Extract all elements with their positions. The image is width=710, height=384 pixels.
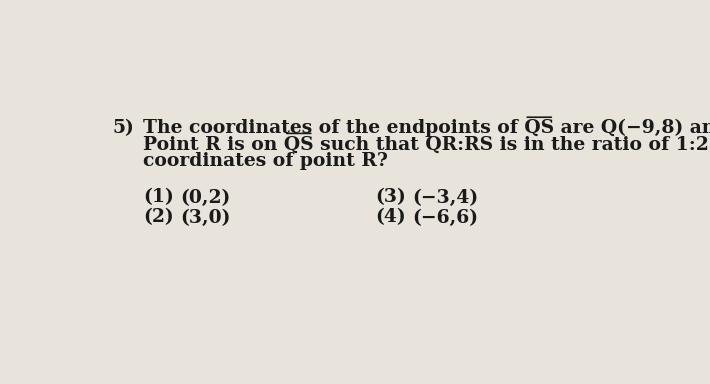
Text: Point R is on: Point R is on (143, 136, 284, 153)
Text: The coordinates of the endpoints of QS are Q(−9,8) and S(9,−4).: The coordinates of the endpoints of QS a… (143, 119, 710, 137)
Text: (1): (1) (143, 189, 174, 207)
Text: (2): (2) (143, 209, 174, 227)
Text: (3): (3) (376, 189, 406, 207)
Text: (4): (4) (376, 209, 406, 227)
Text: (−6,6): (−6,6) (413, 209, 479, 227)
Text: QS: QS (89, 342, 119, 360)
Text: 5): 5) (112, 119, 133, 137)
Text: (3,0): (3,0) (180, 209, 231, 227)
Text: (−3,4): (−3,4) (413, 189, 479, 207)
Text: The coordinates of the endpoints of: The coordinates of the endpoints of (143, 119, 525, 137)
Text: coordinates of point R?: coordinates of point R? (143, 152, 388, 170)
Text: Point R is on QS such that QR:RS is in the ratio of 1:2. What are the: Point R is on QS such that QR:RS is in t… (143, 136, 710, 153)
Text: (0,2): (0,2) (180, 189, 231, 207)
